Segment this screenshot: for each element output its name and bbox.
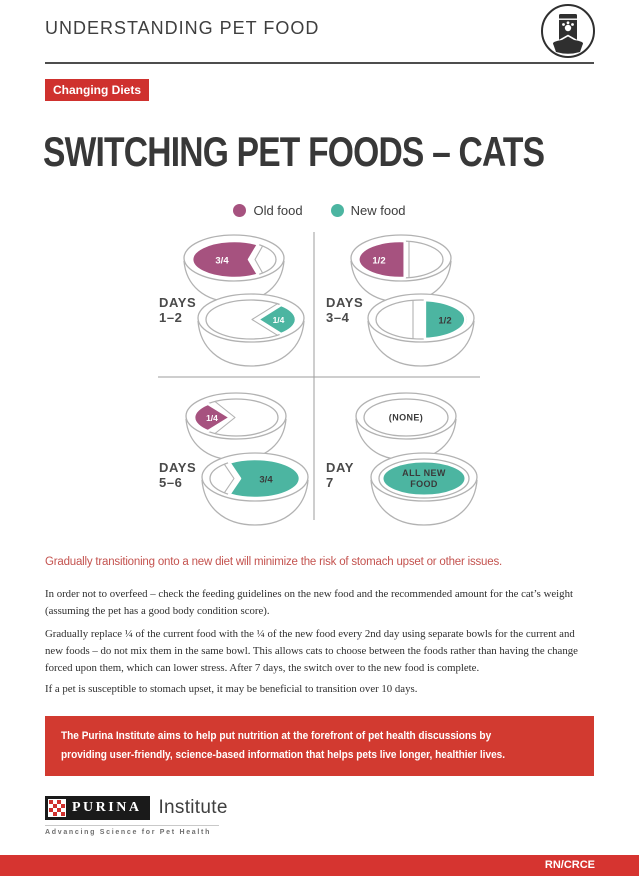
svg-text:7: 7 [326,475,334,490]
footer-bar: RN/CRCE [0,855,639,876]
svg-text:1/2: 1/2 [438,316,451,327]
logo-divider [45,825,219,826]
svg-text:ALL NEW: ALL NEW [402,468,446,478]
callout-line-2: providing user-friendly, science-based i… [61,749,506,762]
legend-old-food-label: Old food [253,203,303,218]
footer-code: RN/CRCE [544,859,595,871]
svg-text:3/4: 3/4 [259,475,273,486]
page-title: SWITCHING PET FOODS – CATS [43,128,545,175]
body-paragraph-2: Gradually replace ¼ of the current food … [45,628,578,675]
legend-new-food-label: New food [350,203,406,218]
svg-text:(NONE): (NONE) [389,413,423,423]
quadrant-days-1-2: DAYS 1–2 3/4 1/4 [159,234,305,367]
svg-text:FOOD: FOOD [410,479,438,489]
purina-institute-logo: PURINA Institute Advancing Science for P… [45,796,228,836]
quadrant-days-5-6: DAYS 5–6 1/4 3/4 [159,392,309,526]
purina-wordmark: PURINA [72,800,142,815]
logo-tagline: Advancing Science for Pet Health [45,829,212,836]
svg-text:1/2: 1/2 [372,256,385,267]
bowl-empty-none: (NONE) [355,392,457,461]
svg-text:1/4: 1/4 [273,315,285,325]
old-food-swatch [233,204,247,217]
svg-text:DAYS: DAYS [326,295,363,310]
lead-sentence: Gradually transitioning onto a new diet … [45,556,502,568]
header-divider [45,62,594,64]
bowl-old-food-1-4: 1/4 [185,392,287,461]
institute-wordmark: Institute [158,797,228,818]
svg-text:5–6: 5–6 [159,475,183,490]
bowl-new-food-3-4: 3/4 [201,452,309,526]
bowl-old-food-1-2: 1/2 [350,234,452,303]
body-paragraph-3: If a pet is susceptible to stomach upset… [45,683,418,695]
bowl-old-food-3-4: 3/4 [183,234,285,303]
legend-new-food: New food [330,203,406,218]
purina-logo-bar: PURINA [45,796,151,820]
new-food-swatch [330,204,344,217]
svg-text:DAYS: DAYS [159,295,196,310]
page-header-title: UNDERSTANDING PET FOOD [45,18,320,38]
svg-text:3–4: 3–4 [326,310,350,325]
callout-line-1: The Purina Institute aims to help put nu… [61,730,492,742]
quadrant-dividers [158,232,480,520]
legend-old-food: Old food [233,203,303,218]
quadrant-day-7: DAY 7 (NONE) ALL NEW FOOD [326,392,478,526]
food-transition-diagram: DAYS 1–2 3/4 1/4 DAYS 3–4 [158,232,480,526]
legend: Old food New food [0,203,639,218]
svg-text:1–2: 1–2 [159,310,183,325]
body-paragraph-1: In order not to overfeed – check the fee… [45,588,573,618]
svg-text:DAY: DAY [326,460,354,475]
bowl-all-new-food: ALL NEW FOOD [370,452,478,526]
svg-text:DAYS: DAYS [159,460,196,475]
pet-food-bag-bowl-icon [541,4,595,58]
svg-text:1/4: 1/4 [206,413,218,423]
quadrant-days-3-4: DAYS 3–4 1/2 1/2 [326,234,475,367]
topic-badge: Changing Diets [45,79,150,101]
bowl-new-food-1-4: 1/4 [197,293,305,367]
svg-text:3/4: 3/4 [215,256,229,267]
purina-checkerboard-icon [48,799,66,817]
purina-institute-callout: The Purina Institute aims to help put nu… [45,716,594,777]
bowl-new-food-1-2: 1/2 [367,293,475,367]
